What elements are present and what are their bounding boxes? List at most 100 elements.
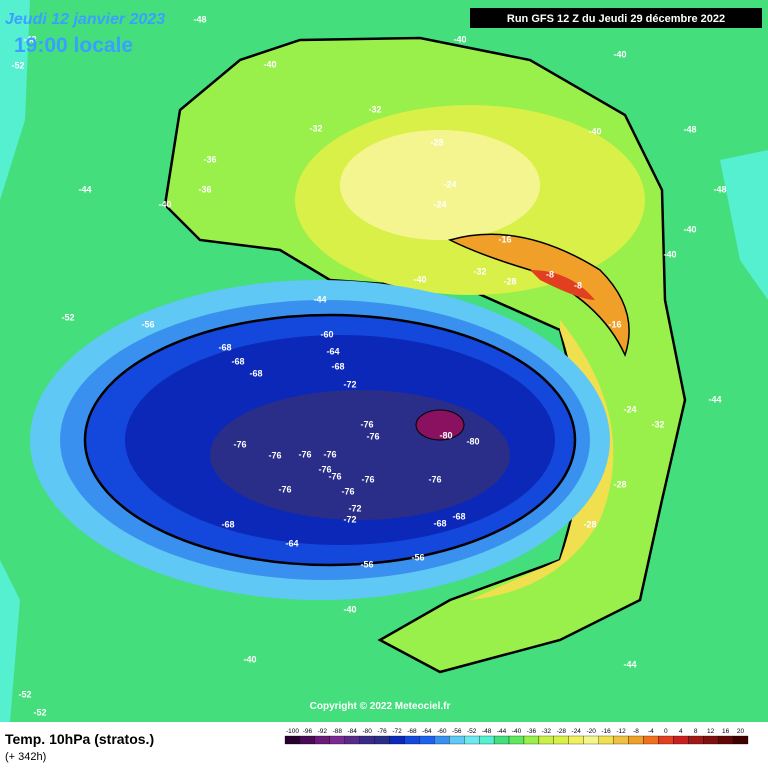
scale-box <box>732 735 749 745</box>
scale-tick-label: -64 <box>422 728 432 735</box>
vortex-core <box>210 390 510 520</box>
contour-label: -32 <box>473 266 486 276</box>
scale-box <box>479 735 495 745</box>
contour-label: -24 <box>433 199 446 209</box>
contour-label: -16 <box>608 319 621 329</box>
contour-label: -44 <box>623 659 636 669</box>
contour-label: -80 <box>439 430 452 440</box>
run-info: Run GFS 12 Z du Jeudi 29 décembre 2022 <box>507 13 725 25</box>
scale-tick-label: -44 <box>497 728 507 735</box>
scale-box <box>568 735 584 745</box>
scale-tick-label: 4 <box>679 728 683 735</box>
contour-label: -68 <box>249 368 262 378</box>
contour-label: -52 <box>33 707 46 717</box>
scale-tick-label: 20 <box>737 728 745 735</box>
contour-label: -52 <box>18 689 31 699</box>
contour-label: -72 <box>343 514 356 524</box>
contour-label: -68 <box>218 342 231 352</box>
time: 19:00 locale <box>14 34 133 57</box>
scale-tick-label: -20 <box>586 728 596 735</box>
contour-label: -76 <box>360 419 373 429</box>
scale-box <box>359 735 375 745</box>
footer-title: Temp. 10hPa (stratos.) <box>5 731 154 747</box>
contour-label: -68 <box>433 518 446 528</box>
contour-label: -76 <box>428 474 441 484</box>
footer-lead: (+ 342h) <box>5 751 46 763</box>
contour-label: -40 <box>263 59 276 69</box>
contour-label: -28 <box>613 479 626 489</box>
contour-label: -40 <box>453 34 466 44</box>
scale-tick-label: -84 <box>348 728 358 735</box>
contour-label: -76 <box>298 449 311 459</box>
scale-box <box>374 735 390 745</box>
scale-box <box>314 735 330 745</box>
scale-box <box>583 735 599 745</box>
hot-band <box>447 233 630 358</box>
scale-tick-label: -4 <box>648 728 654 735</box>
contour-label: -72 <box>343 379 356 389</box>
contour-label: -44 <box>313 294 326 304</box>
contour-label: -32 <box>309 123 322 133</box>
contour-label: -76 <box>341 486 354 496</box>
scale-tick-label: 16 <box>722 728 730 735</box>
run-box <box>470 8 762 28</box>
scale-box <box>717 735 734 745</box>
scale-box <box>419 735 435 745</box>
contour-label: -76 <box>278 484 291 494</box>
contour-label: -16 <box>498 234 511 244</box>
scale-tick-label: -68 <box>407 728 417 735</box>
contour-label: -56 <box>141 319 154 329</box>
contour-label: -76 <box>323 449 336 459</box>
footer <box>0 722 768 768</box>
contour-label: -40 <box>343 604 356 614</box>
scale-tick-label: -48 <box>482 728 492 735</box>
contour-label: -68 <box>452 511 465 521</box>
scale-box <box>464 735 480 745</box>
contour-labels: -68-68-68-64-68-72-76-76 -76 -76-76-76-76-… <box>11 14 726 717</box>
scale-box <box>344 735 360 745</box>
contour-label: -52 <box>61 312 74 322</box>
color-scale: -100 -96 -92 -88 -84 -80 -76 -72 -68 -64 -60 -56 -52… <box>284 728 749 745</box>
contour-label: -52 <box>11 60 24 70</box>
scale-tick-label: -52 <box>467 728 477 735</box>
copyright: Copyright © 2022 Meteociel.fr <box>310 701 451 712</box>
contour-label: -32 <box>368 104 381 114</box>
scale-tick-label: -24 <box>572 728 582 735</box>
contour-label: -48 <box>683 124 696 134</box>
scale-tick-label: 12 <box>707 728 715 735</box>
scale-tick-label: -100 <box>286 728 299 735</box>
scale-tick-label: -28 <box>557 728 567 735</box>
contour-label: -68 <box>221 519 234 529</box>
contour-label: -40 <box>683 224 696 234</box>
scale-box <box>434 735 450 745</box>
contour-label: -64 <box>285 538 298 548</box>
scale-tick-label: -92 <box>318 728 328 735</box>
scale-box <box>658 735 674 745</box>
scale-tick-label: -72 <box>392 728 402 735</box>
contour-label: -32 <box>651 419 664 429</box>
scale-tick-label: -56 <box>452 728 462 735</box>
scale-box <box>538 735 554 745</box>
contour-label: -40 <box>158 199 171 209</box>
scale-box <box>628 735 644 745</box>
contour-label: -40 <box>613 49 626 59</box>
scale-box <box>523 735 540 745</box>
scale-tick-label: 0 <box>664 728 668 735</box>
contour-label: -8 <box>546 269 554 279</box>
contour-label: -56 <box>411 552 424 562</box>
contour-label: -76 <box>366 431 379 441</box>
contour-label: -48 <box>23 34 36 44</box>
date: Jeudi 12 janvier 2023 <box>5 11 165 28</box>
contour-label: -28 <box>430 137 443 147</box>
scale-box <box>299 735 316 745</box>
contour-label: -80 <box>466 436 479 446</box>
scale-tick-label: 8 <box>694 728 698 735</box>
contour-label: -40 <box>588 126 601 136</box>
contour-label: -60 <box>320 329 333 339</box>
contour-label: -68 <box>231 356 244 366</box>
scale-box <box>553 735 569 745</box>
scale-tick-label: -36 <box>527 728 537 735</box>
scale-tick-label: -8 <box>633 728 639 735</box>
scale-tick-label: -60 <box>437 728 447 735</box>
